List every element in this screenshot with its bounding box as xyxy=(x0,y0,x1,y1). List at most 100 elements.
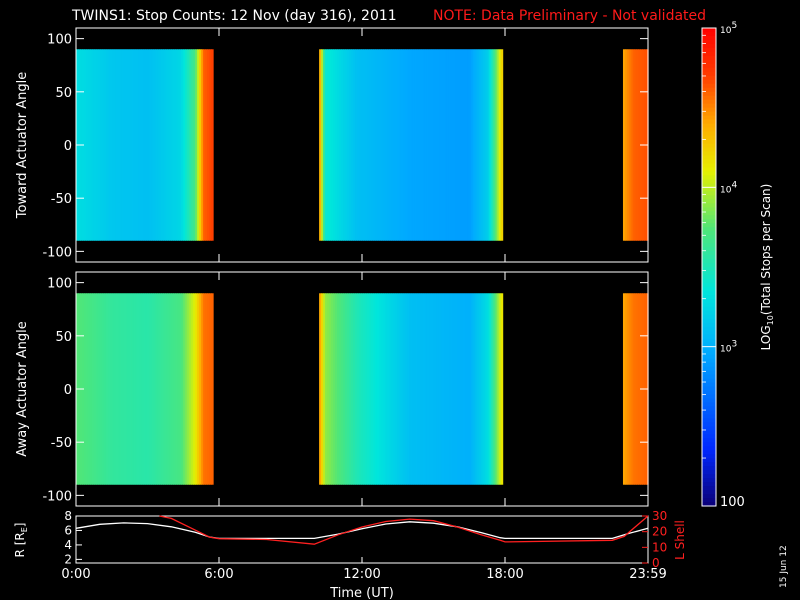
away-scan-column xyxy=(376,293,380,485)
toward-scan-column xyxy=(364,49,368,241)
toward-scan-column xyxy=(628,49,632,241)
away-scan-column xyxy=(101,293,105,485)
colorbar-swatch xyxy=(702,75,716,81)
away-scan-column xyxy=(362,293,366,485)
toward-scan-column xyxy=(155,49,159,241)
away-scan-column xyxy=(85,293,89,485)
colorbar-swatch xyxy=(702,386,716,392)
away-scan-column xyxy=(173,293,176,485)
toward-scan-column xyxy=(380,49,384,241)
away-scan-column xyxy=(410,293,414,485)
away-scan-column xyxy=(500,293,504,485)
toward-scan-column xyxy=(634,49,638,241)
toward-scan-column xyxy=(209,49,212,241)
colorbar-swatch xyxy=(702,239,716,244)
colorbar-swatch xyxy=(702,322,716,328)
away-scan-column xyxy=(99,293,103,485)
toward-scan-column xyxy=(169,49,172,241)
colorbar-swatch xyxy=(702,87,716,93)
orbit-left-tick-label: 4 xyxy=(64,538,72,552)
away-scan-column xyxy=(494,293,498,485)
colorbar-swatch xyxy=(702,119,716,125)
toward-scan-column xyxy=(624,49,628,241)
toward-scan-column xyxy=(161,49,164,241)
colorbar-swatch xyxy=(702,414,716,419)
away-scan-column xyxy=(432,293,436,485)
toward-scan-column xyxy=(353,49,356,241)
away-scan-column xyxy=(205,293,208,485)
toward-scan-column xyxy=(456,49,460,241)
away-y-axis-label: Away Actuator Angle xyxy=(15,321,30,456)
away-scan-column xyxy=(404,293,408,485)
colorbar-swatch xyxy=(702,410,716,415)
toward-scan-column xyxy=(355,49,358,241)
away-scan-column xyxy=(347,293,350,485)
toward-scan-column xyxy=(372,49,376,241)
away-scan-column xyxy=(127,293,131,485)
away-scan-column xyxy=(111,293,115,485)
away-scan-column xyxy=(93,293,97,485)
toward-scan-column xyxy=(368,49,372,241)
away-scan-column xyxy=(474,293,478,485)
away-scan-column xyxy=(454,293,458,485)
toward-scan-column xyxy=(492,49,496,241)
away-scan-column xyxy=(157,293,161,485)
toward-scan-column xyxy=(442,49,446,241)
away-scan-column xyxy=(630,293,634,485)
away-scan-column xyxy=(167,293,170,485)
colorbar-swatch xyxy=(702,227,716,232)
toward-scan-column xyxy=(636,49,639,241)
colorbar-swatch xyxy=(702,494,716,499)
toward-scan-column xyxy=(327,49,330,241)
colorbar-swatch xyxy=(702,203,716,208)
toward-scan-column xyxy=(388,49,392,241)
away-scan-column xyxy=(149,293,153,485)
toward-scan-column xyxy=(366,49,370,241)
away-scan-column xyxy=(107,293,111,485)
away-scan-column xyxy=(185,293,188,485)
colorbar-swatch xyxy=(702,115,716,121)
away-scan-column xyxy=(199,293,202,485)
toward-scan-column xyxy=(392,49,396,241)
away-scan-column xyxy=(175,293,178,485)
toward-scan-column xyxy=(424,49,428,241)
away-scan-column xyxy=(203,293,206,485)
colorbar-swatch xyxy=(702,219,716,224)
colorbar-swatch xyxy=(702,255,716,260)
orbit-left-tick-label: 2 xyxy=(64,552,72,566)
toward-scan-column xyxy=(179,49,182,241)
toward-scan-column xyxy=(466,49,470,241)
toward-scan-column xyxy=(476,49,480,241)
away-scan-column xyxy=(341,293,344,485)
colorbar-swatch xyxy=(702,223,716,228)
colorbar-swatch xyxy=(702,270,716,276)
toward-scan-column xyxy=(410,49,414,241)
away-scan-column xyxy=(321,293,324,485)
toward-scan-column xyxy=(416,49,420,241)
colorbar-swatch xyxy=(702,338,716,344)
colorbar-swatch xyxy=(702,143,716,149)
colorbar-swatch xyxy=(702,63,716,69)
toward-scan-column xyxy=(149,49,153,241)
colorbar-swatch xyxy=(702,67,716,73)
away-scan-column xyxy=(490,293,494,485)
away-scan-column xyxy=(478,293,482,485)
away-scan-column xyxy=(155,293,159,485)
toward-scan-column xyxy=(358,49,362,241)
toward-scan-column xyxy=(119,49,123,241)
toward-scan-column xyxy=(137,49,141,241)
toward-scan-column xyxy=(446,49,450,241)
toward-scan-column xyxy=(131,49,135,241)
orbit-left-tick-label: 8 xyxy=(64,509,72,523)
away-scan-column xyxy=(408,293,412,485)
colorbar-swatch xyxy=(702,446,716,451)
toward-y-tick-label: 100 xyxy=(47,33,72,48)
colorbar-swatch xyxy=(702,187,716,192)
away-scan-column xyxy=(436,293,440,485)
colorbar-swatch xyxy=(702,346,716,352)
away-scan-column xyxy=(89,293,93,485)
away-scan-column xyxy=(177,293,180,485)
away-scan-column xyxy=(370,293,374,485)
away-scan-column xyxy=(384,293,388,485)
